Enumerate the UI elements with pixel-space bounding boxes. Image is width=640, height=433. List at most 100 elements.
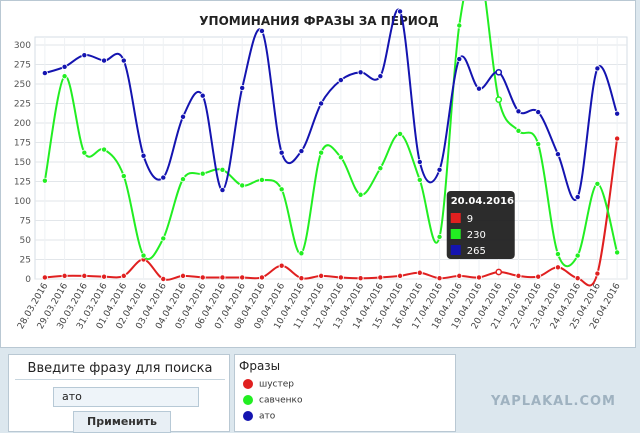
data-point	[219, 166, 226, 173]
y-tick-label: 250	[14, 80, 31, 90]
data-point	[535, 141, 542, 148]
data-point	[298, 250, 305, 257]
data-point	[456, 56, 463, 63]
data-point	[614, 110, 621, 117]
data-point	[160, 174, 167, 181]
data-point	[81, 149, 88, 156]
line-chart[interactable]: 025507510012515017520022525027530028.03.…	[1, 1, 637, 349]
y-tick-label: 100	[14, 197, 31, 207]
data-point	[475, 85, 482, 92]
data-point	[377, 73, 384, 80]
data-point	[397, 272, 404, 279]
data-point	[594, 65, 601, 72]
search-input[interactable]: ато	[53, 387, 199, 407]
data-point	[475, 274, 482, 281]
data-point	[318, 149, 325, 156]
data-point	[120, 272, 127, 279]
data-point	[179, 272, 186, 279]
y-tick-label: 175	[14, 139, 31, 149]
data-point	[101, 273, 108, 280]
data-point	[219, 187, 226, 194]
chart-title: УПОМИНАНИЯ ФРАЗЫ ЗА ПЕРИОД	[199, 14, 439, 28]
data-point	[456, 22, 463, 29]
y-tick-label: 225	[14, 100, 31, 110]
search-title: Введите фразу для поиска	[15, 359, 225, 380]
data-point	[416, 269, 423, 276]
data-point	[258, 27, 265, 34]
search-input-value: ато	[62, 390, 82, 403]
data-point	[41, 70, 48, 77]
legend-item-shuster[interactable]: шустер	[243, 379, 294, 393]
data-point	[357, 191, 364, 198]
data-point	[614, 135, 621, 142]
data-point	[179, 113, 186, 120]
data-point	[535, 109, 542, 116]
data-point	[574, 252, 581, 259]
data-point	[81, 272, 88, 279]
tooltip-value: 230	[467, 230, 486, 241]
series-line-2	[44, 8, 619, 201]
tooltip-value: 265	[467, 246, 486, 257]
y-tick-label: 0	[25, 275, 31, 285]
legend-item-savchenko[interactable]: савченко	[243, 395, 302, 409]
data-point	[199, 170, 206, 177]
series-line-1	[43, 1, 619, 268]
data-point	[495, 68, 503, 76]
y-tick-label: 150	[14, 158, 31, 168]
data-point	[278, 149, 285, 156]
data-point	[337, 154, 344, 161]
data-point	[179, 176, 186, 183]
series-line-0	[44, 138, 619, 287]
y-tick-label: 25	[20, 256, 31, 266]
data-point	[239, 182, 246, 189]
data-point	[41, 274, 48, 281]
data-point	[436, 233, 443, 240]
data-point	[61, 63, 68, 70]
data-point	[594, 270, 601, 277]
data-point	[377, 274, 384, 281]
tooltip-value: 9	[467, 214, 473, 225]
data-point	[357, 275, 364, 282]
data-point	[258, 176, 265, 183]
data-point	[258, 274, 265, 281]
data-point	[160, 275, 167, 282]
data-point	[397, 130, 404, 137]
data-point	[357, 69, 364, 76]
legend-item-ato[interactable]: ато	[243, 411, 275, 425]
y-tick-label: 200	[14, 119, 31, 129]
data-point	[120, 173, 127, 180]
data-point	[574, 275, 581, 282]
data-point	[219, 274, 226, 281]
data-point	[61, 272, 68, 279]
legend-swatch-red	[243, 379, 253, 389]
data-point	[515, 127, 522, 134]
data-point	[436, 166, 443, 173]
data-point	[436, 275, 443, 282]
apply-button[interactable]: Применить	[73, 411, 171, 433]
y-tick-label: 300	[14, 41, 31, 51]
search-panel: Введите фразу для поиска ато Применить	[8, 354, 230, 433]
data-point	[278, 186, 285, 193]
y-tick-label: 275	[14, 61, 31, 71]
legend-swatch-green	[243, 395, 253, 405]
data-point	[41, 177, 48, 184]
y-tick-label: 75	[20, 217, 31, 227]
data-point	[298, 275, 305, 282]
data-point	[239, 274, 246, 281]
tooltip-box	[446, 191, 515, 259]
tooltip-swatch	[450, 213, 461, 223]
data-point	[199, 92, 206, 99]
data-point	[535, 273, 542, 280]
data-point	[278, 262, 285, 269]
data-point	[337, 77, 344, 84]
legend-label: ато	[259, 411, 276, 422]
data-point	[495, 268, 503, 276]
data-point	[515, 272, 522, 279]
data-point	[554, 264, 561, 271]
data-point	[554, 151, 561, 158]
data-point	[574, 194, 581, 201]
legend-title: Фразы	[239, 359, 281, 373]
tooltip-swatch	[450, 229, 461, 239]
data-point	[199, 274, 206, 281]
data-point	[298, 148, 305, 155]
